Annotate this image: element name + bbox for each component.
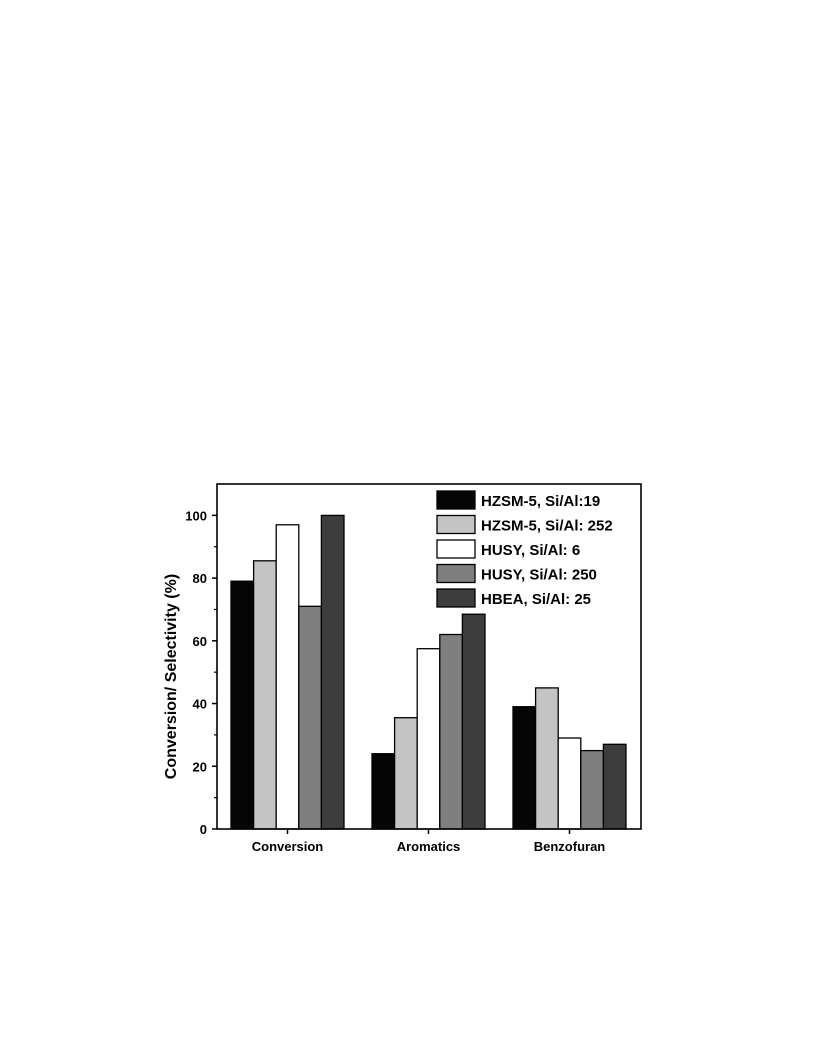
legend-label-1: HZSM-5, Si/Al: 252	[481, 518, 613, 535]
legend-swatch-2	[436, 539, 476, 559]
legend-label-4: HBEA, Si/Al: 25	[481, 591, 591, 608]
bar-1-4	[461, 613, 486, 830]
legend-swatch-4	[436, 588, 476, 608]
y-tick-label-60: 60	[193, 634, 207, 649]
bar-0-0	[230, 580, 255, 830]
bar-2-4	[602, 743, 627, 830]
plot-area: 0 20 40 60 80 100 Conversion Aromatics Benzofura…	[163, 483, 642, 854]
y-tick-label-80: 80	[193, 571, 207, 586]
bar-2-0	[512, 706, 537, 830]
legend-swatch-3	[436, 563, 476, 584]
x-tick-label-0: Conversion	[252, 839, 324, 854]
bar-1-2	[416, 648, 441, 830]
bar-0-4	[320, 514, 345, 830]
bar-2-3	[580, 749, 605, 830]
bar-2-1	[534, 687, 559, 830]
bar-0-1	[252, 560, 277, 830]
bar-1-0	[371, 753, 396, 830]
x-tick-label-1: Aromatics	[397, 839, 461, 854]
x-tick-label-2: Benzofuran	[534, 839, 606, 854]
y-tick-label-0: 0	[200, 822, 207, 837]
y-tick-label-100: 100	[185, 508, 207, 523]
legend-label-2: HUSY, Si/Al: 6	[481, 542, 580, 559]
bar-1-3	[439, 633, 464, 830]
legend-swatch-1	[436, 514, 476, 535]
bar-0-3	[298, 605, 323, 830]
y-tick-label-20: 20	[193, 759, 207, 774]
bar-2-2	[557, 737, 582, 830]
legend-label-3: HUSY, Si/Al: 250	[481, 567, 597, 584]
legend-swatch-0	[436, 490, 476, 510]
bar-0-2	[275, 524, 300, 830]
y-tick-label-40: 40	[193, 697, 207, 712]
legend-label-0: HZSM-5, Si/Al:19	[481, 493, 600, 510]
y-axis-label: Conversion/ Selectivity (%)	[163, 574, 180, 779]
bar-1-1	[393, 717, 418, 830]
